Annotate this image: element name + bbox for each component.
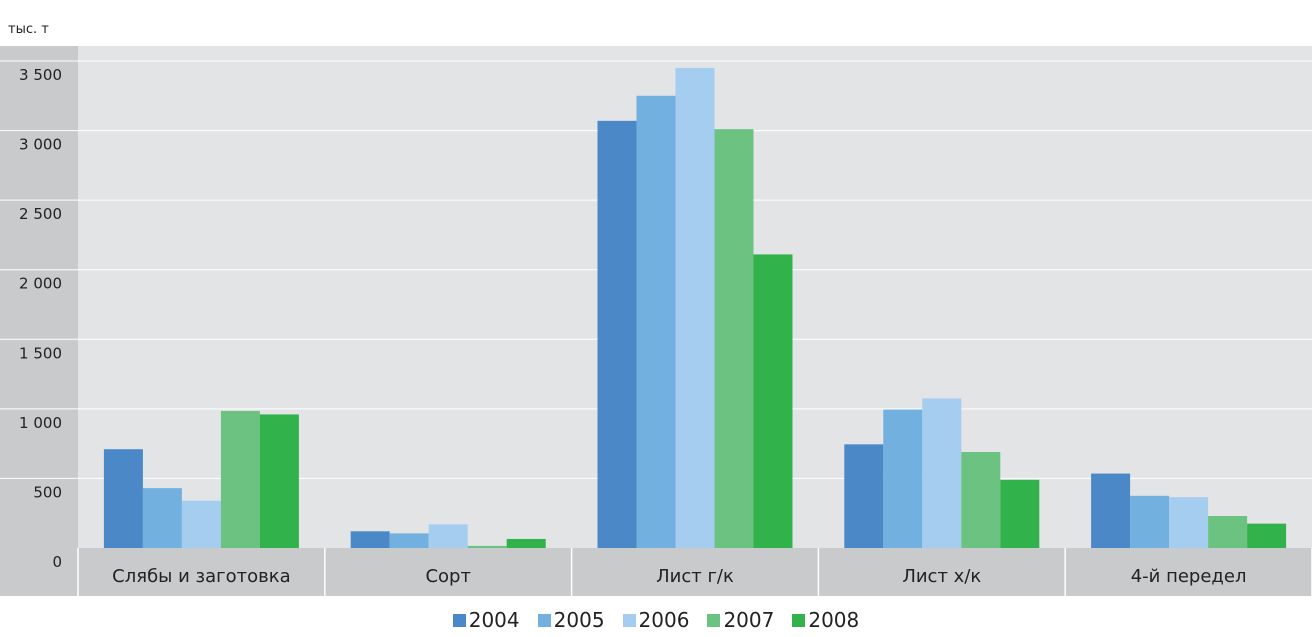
x-category-label: Слябы и заготовка [112, 566, 290, 587]
bar-2005 [883, 409, 923, 548]
x-axis-band [78, 548, 1312, 596]
x-category-label: Сорт [425, 566, 471, 587]
bar-2004 [844, 444, 884, 548]
bar-2007 [467, 545, 507, 548]
bar-2006 [922, 398, 962, 548]
bar-2005 [389, 533, 429, 548]
x-category-label: Лист х/к [902, 566, 981, 587]
legend-item: 2006 [622, 608, 690, 632]
bar-2008 [1000, 479, 1040, 548]
bar-2007 [961, 451, 1001, 548]
bar-2007 [220, 410, 260, 548]
x-category-label: Лист г/к [656, 566, 734, 587]
bar-2004 [1091, 473, 1131, 548]
bar-2005 [636, 95, 676, 549]
bar-2006 [428, 524, 468, 548]
legend-label: 2005 [553, 608, 605, 632]
y-axis-band [0, 46, 78, 596]
y-tick-label: 2 500 [19, 205, 62, 223]
legend-label: 2004 [468, 608, 520, 632]
y-tick-label: 0 [52, 553, 62, 571]
legend-swatch [452, 613, 466, 627]
legend-swatch [537, 613, 551, 627]
y-tick-label: 1 000 [19, 414, 62, 432]
legend-label: 2006 [638, 608, 690, 632]
bar-2006 [181, 500, 221, 548]
legend-item: 2007 [707, 608, 774, 632]
y-tick-label: 1 500 [19, 344, 62, 362]
bar-2007 [714, 129, 754, 548]
bar-2008 [753, 254, 793, 548]
bar-2008 [506, 538, 546, 548]
bar-chart: 0 500 1 000 1 500 2 000 2 500 3 000 3 500 Слябы … [0, 46, 1312, 596]
y-tick-label: 500 [33, 483, 62, 501]
bar-2008 [259, 414, 299, 548]
bar-2004 [597, 120, 637, 549]
bar-2005 [142, 488, 182, 548]
y-tick-label: 2 000 [19, 275, 62, 293]
y-tick-label: 3 000 [19, 136, 62, 154]
bar-2004 [350, 531, 390, 548]
y-axis-unit-label: тыс. т [8, 22, 49, 37]
bar-2005 [1130, 495, 1170, 548]
legend-swatch [792, 613, 806, 627]
legend-swatch [622, 613, 636, 627]
bar-2008 [1247, 523, 1287, 548]
legend-item: 2004 [452, 608, 520, 632]
bar-2004 [103, 449, 143, 548]
x-category-label: 4-й передел [1131, 566, 1247, 587]
bar-2006 [1169, 497, 1209, 548]
y-tick-label: 3 500 [19, 66, 62, 84]
legend-label: 2007 [723, 608, 775, 632]
legend-label: 2008 [808, 608, 860, 632]
legend-item: 2005 [537, 608, 605, 632]
legend-swatch [707, 613, 721, 627]
bar-2006 [675, 67, 715, 548]
chart-legend: 2004 2005 2006 2007 2008 [0, 605, 1312, 635]
bar-2007 [1208, 515, 1248, 548]
legend-item: 2008 [792, 608, 859, 632]
